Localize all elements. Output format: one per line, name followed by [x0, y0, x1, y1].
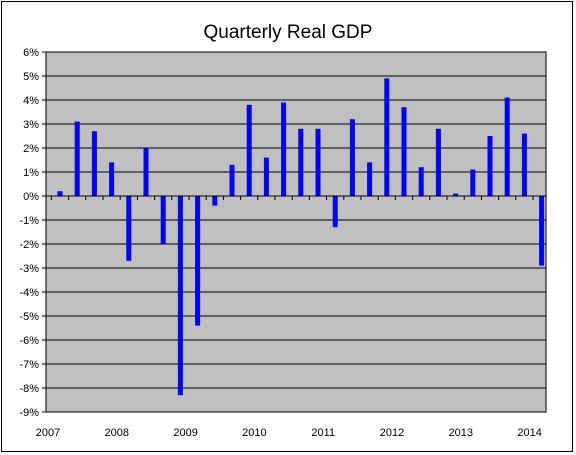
- y-tick-label: 4%: [23, 95, 39, 107]
- x-tick-label: 2014: [517, 427, 541, 439]
- bar-2010-q3: [298, 128, 304, 196]
- bars: [57, 78, 545, 396]
- bar-2013-q2: [487, 136, 493, 196]
- y-axis: 6% 5% 4% 3% 2% 1% 0% -1% -2% -3% -4% -5% -6% -7% -8% -9…: [19, 47, 46, 419]
- x-axis: 2007 2008 2009 2010 2011 2012 2013 2014: [36, 195, 546, 439]
- y-tick-label: 3%: [23, 119, 39, 131]
- y-tick-label: 1%: [23, 167, 39, 179]
- plot-area: [45, 51, 547, 413]
- bar-2009-q2: [212, 196, 218, 206]
- y-tick-label: -2%: [19, 239, 39, 251]
- x-tick-label: 2007: [36, 427, 60, 439]
- y-tick-label: -1%: [19, 215, 39, 227]
- y-tick-label: 5%: [23, 71, 39, 83]
- bar-2008-q1: [126, 196, 132, 261]
- bar-2012-q4: [453, 193, 459, 196]
- bar-2007-q3: [91, 131, 97, 196]
- bar-2009-q3: [229, 164, 235, 196]
- y-tick-label: -3%: [19, 263, 39, 275]
- bar-2007-q1: [57, 191, 63, 196]
- x-tick-label: 2008: [105, 427, 129, 439]
- chart-title: Quarterly Real GDP: [204, 22, 373, 43]
- bar-2013-q3: [504, 97, 510, 196]
- bar-2009-q4: [246, 104, 252, 196]
- y-tick-label: -5%: [19, 311, 39, 323]
- bar-2012-q2: [418, 167, 424, 196]
- x-tick-label: 2009: [173, 427, 197, 439]
- bar-2008-q4: [177, 196, 183, 396]
- bar-2012-q1: [401, 107, 407, 196]
- y-tick-label: -4%: [19, 287, 39, 299]
- bar-2009-q1: [195, 196, 201, 326]
- x-tick-label: 2010: [242, 427, 266, 439]
- y-tick-label: -6%: [19, 335, 39, 347]
- y-tick-label: -9%: [19, 407, 39, 419]
- y-tick-label: 0%: [23, 191, 39, 203]
- bar-2011-q3: [367, 162, 373, 196]
- bar-2011-q2: [349, 119, 355, 196]
- y-tick-label: -7%: [19, 359, 39, 371]
- bar-2008-q2: [143, 148, 149, 196]
- y-tick-label: -8%: [19, 383, 39, 395]
- bar-2011-q4: [384, 78, 390, 196]
- bar-2007-q2: [74, 121, 80, 196]
- bar-2007-q4: [109, 162, 115, 196]
- x-tick-label: 2011: [311, 427, 335, 439]
- bar-2013-q1: [470, 169, 476, 196]
- y-tick-label: 6%: [23, 47, 39, 59]
- bar-2014-q1: [539, 196, 545, 266]
- bar-2010-q2: [281, 102, 287, 196]
- bar-2013-q4: [521, 133, 527, 196]
- x-tick-label: 2012: [380, 427, 404, 439]
- bar-2010-q1: [263, 157, 269, 196]
- bar-2008-q3: [160, 196, 166, 244]
- y-tick-label: 2%: [23, 143, 39, 155]
- bar-2011-q1: [332, 196, 338, 228]
- bar-2010-q4: [315, 128, 321, 196]
- bar-2012-q3: [435, 128, 441, 196]
- x-tick-label: 2013: [449, 427, 473, 439]
